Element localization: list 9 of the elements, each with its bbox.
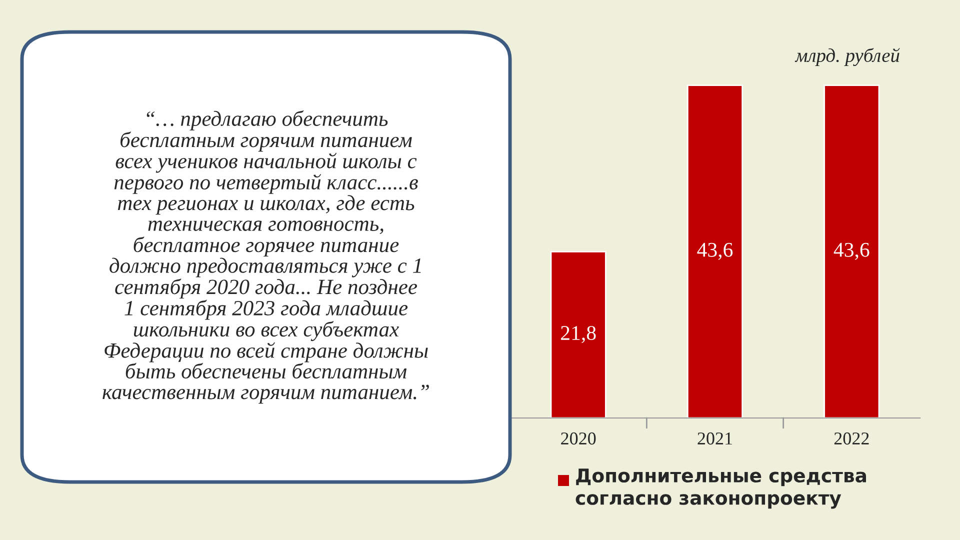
legend-label: Дополнительные средства согласно законопроекту [576,468,866,509]
text: “… предлагаю обеспечить бесплатным горячим питанием всех учеников начальной школы с первого по четвертый класс......в тех регионах и школах, где есть техническая готовность, бесплатное горячее питание должно предоставляться уже с 1 сентября 2020 года... Не позднее 1 сентября 2023 года младшие школьники во всех субъектах Федерации по всей стране должны быть обеспечены бесплатным качественным горячим питанием.” [102,110,429,404]
text: 43,6 [697,242,733,260]
x-tick-label: 2021 [698,432,732,445]
y-axis-title: млрд. рублей [794,48,900,66]
x-tick-label: 2020 [561,432,596,445]
x-tick-label: 2022 [834,432,869,445]
text: 43,6 [834,242,870,260]
text: 21,8 [561,326,596,344]
